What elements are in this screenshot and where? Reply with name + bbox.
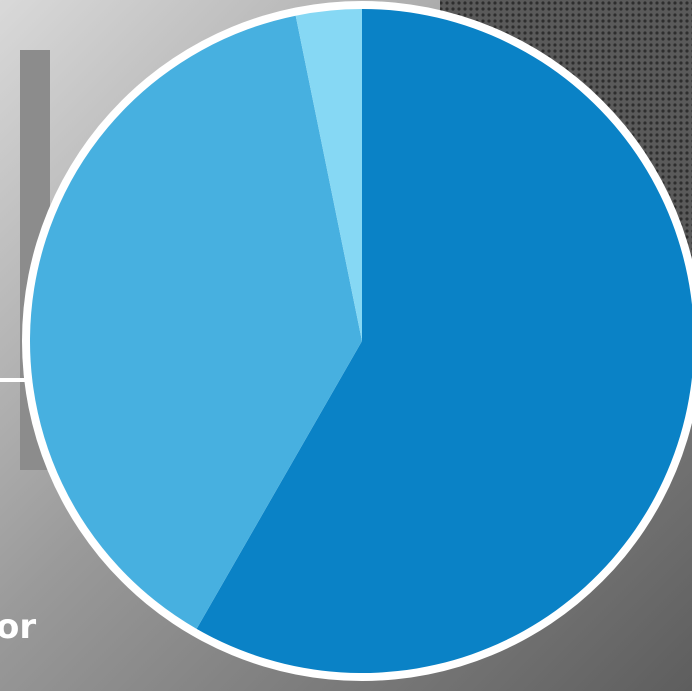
pie-slice: [29, 15, 363, 629]
background-text: or: [0, 607, 36, 647]
pie-slice: [295, 9, 362, 341]
pie-slice: [196, 9, 692, 673]
pie: [29, 9, 692, 673]
background-line: [0, 378, 26, 382]
